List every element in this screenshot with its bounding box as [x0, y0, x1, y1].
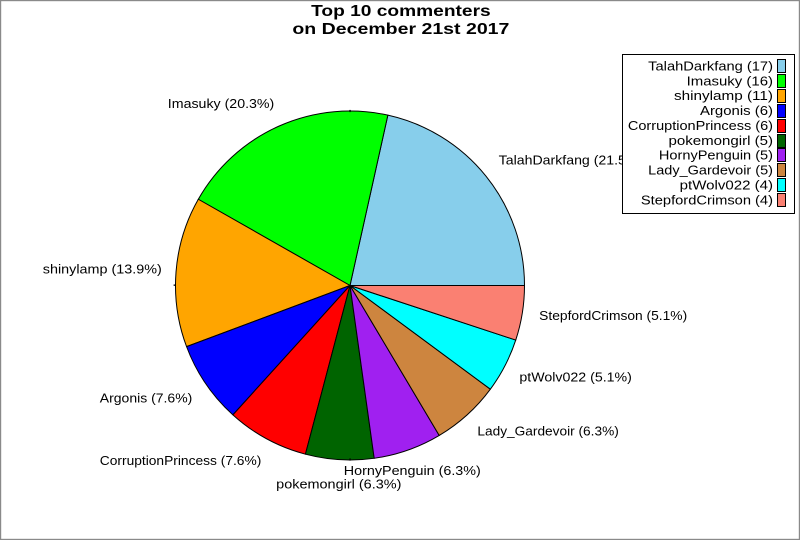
- svg-text:pokemongirl (5): pokemongirl (5): [669, 133, 774, 148]
- svg-text:ptWolv022 (5.1%): ptWolv022 (5.1%): [519, 369, 632, 384]
- svg-text:Lady_Gardevoir (6.3%): Lady_Gardevoir (6.3%): [477, 424, 618, 439]
- svg-text:pokemongirl (6.3%): pokemongirl (6.3%): [276, 477, 401, 492]
- svg-text:Argonis (6): Argonis (6): [700, 103, 773, 118]
- svg-text:shinylamp (13.9%): shinylamp (13.9%): [43, 262, 162, 277]
- svg-text:TalahDarkfang (17): TalahDarkfang (17): [648, 58, 773, 73]
- svg-text:StepfordCrimson (5.1%): StepfordCrimson (5.1%): [539, 308, 687, 323]
- svg-text:StepfordCrimson (4): StepfordCrimson (4): [641, 192, 773, 207]
- svg-text:Argonis (7.6%): Argonis (7.6%): [100, 391, 193, 406]
- svg-text:shinylamp (11): shinylamp (11): [674, 88, 773, 103]
- svg-text:Top 10 commenters: Top 10 commenters: [311, 3, 491, 20]
- svg-text:CorruptionPrincess (7.6%): CorruptionPrincess (7.6%): [100, 453, 262, 468]
- svg-text:Imasuky (20.3%): Imasuky (20.3%): [168, 96, 275, 111]
- svg-text:Lady_Gardevoir (5): Lady_Gardevoir (5): [648, 163, 773, 178]
- svg-text:Imasuky (16): Imasuky (16): [687, 73, 773, 88]
- svg-text:HornyPenguin (6.3%): HornyPenguin (6.3%): [344, 463, 481, 478]
- svg-text:CorruptionPrincess (6): CorruptionPrincess (6): [628, 118, 773, 133]
- svg-text:on December 21st 2017: on December 21st 2017: [292, 21, 509, 38]
- svg-text:ptWolv022 (4): ptWolv022 (4): [680, 177, 773, 192]
- svg-text:TalahDarkfang (21.5%): TalahDarkfang (21.5%): [499, 153, 644, 168]
- svg-text:HornyPenguin (5): HornyPenguin (5): [659, 148, 773, 163]
